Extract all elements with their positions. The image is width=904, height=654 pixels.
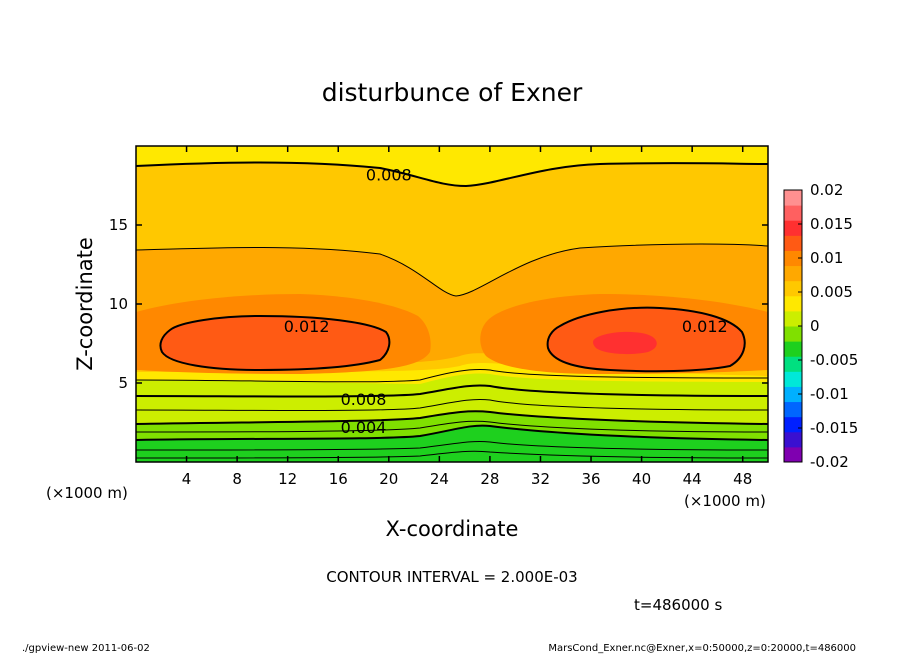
contour-line-005 (136, 420, 768, 433)
colorbar: 0.02 0.015 0.01 0.005 0 -0.005 -0.01 -0.015 -0.0… (783, 181, 858, 471)
fill-band-0014-left (160, 316, 390, 370)
contour-lines (136, 161, 768, 459)
time-label: t=486000 s (634, 596, 722, 614)
colorbar-tick-label: -0.01 (810, 385, 849, 403)
y-tick-label: 10 (109, 295, 128, 313)
colorbar-swatch (784, 265, 802, 282)
x-tick-label: 48 (733, 470, 752, 488)
contour-line-002 (136, 450, 768, 459)
colorbar-tick-label: -0.02 (810, 453, 849, 471)
contour-line-009 (136, 243, 768, 297)
contour-line-012-left (159, 314, 391, 372)
colorbar-swatch (784, 431, 802, 448)
colorbar-tick-label: 0 (810, 317, 820, 335)
contour-label: 0.008 (341, 390, 387, 409)
contour-line-009-low (136, 369, 768, 383)
contour-line-008-low (136, 384, 768, 398)
colorbar-swatch (784, 220, 802, 236)
colorbar-swatch (784, 401, 802, 418)
colorbar-tick-label: -0.005 (810, 351, 858, 369)
x-tick-label: 32 (531, 470, 550, 488)
x-unit-label-right: (×1000 m) (684, 492, 766, 510)
x-tick-label: 4 (182, 470, 192, 488)
y-axis-title: Z-coordinate (73, 237, 97, 371)
contour-line-012-right (546, 306, 746, 373)
x-axis-title: X-coordinate (386, 517, 519, 541)
x-tick-label: 40 (632, 470, 651, 488)
x-tick-label: 8 (232, 470, 242, 488)
colorbar-swatch (784, 386, 802, 403)
contour-interval-note: CONTOUR INTERVAL = 2.000E-03 (326, 568, 577, 586)
colorbar-swatch (784, 341, 802, 357)
colorbar-swatch (784, 235, 802, 251)
contour-line-008-top (136, 161, 768, 188)
contour-line-004 (136, 424, 768, 441)
colorbar-swatch (784, 356, 802, 372)
colorbar-swatch (784, 250, 802, 267)
x-tick-label: 16 (329, 470, 348, 488)
colorbar-tick-label: 0.015 (810, 215, 853, 233)
colorbar-swatch (784, 190, 802, 206)
x-tick-label: 44 (683, 470, 702, 488)
chart-title: disturbunce of Exner (322, 78, 583, 107)
y-tick-label: 5 (118, 374, 128, 392)
colorbar-swatch (784, 310, 802, 327)
contour-label: 0.004 (341, 418, 387, 437)
colorbar-tick-label: 0.005 (810, 283, 853, 301)
x-axis: 4 8 12 16 20 24 28 32 36 40 44 48 (182, 146, 752, 488)
colorbar-swatch (784, 280, 802, 297)
x-tick-label: 24 (430, 470, 449, 488)
x-tick-label: 20 (379, 470, 398, 488)
x-tick-label: 28 (480, 470, 499, 488)
colorbar-swatch (784, 295, 802, 312)
footer-left: ./gpview-new 2011-06-02 (22, 643, 150, 654)
colorbar-swatch (784, 416, 802, 433)
colorbar-swatch (784, 446, 802, 463)
contour-label: 0.012 (284, 317, 330, 336)
contour-labels: 0.008 0.012 0.012 0.008 0.004 (284, 165, 728, 437)
contour-label: 0.012 (682, 317, 728, 336)
colorbar-tick-label: 0.02 (810, 181, 843, 199)
colorbar-swatch (784, 205, 802, 221)
y-tick-label: 15 (109, 216, 128, 234)
footer-right: MarsCond_Exner.nc@Exner,x=0:50000,z=0:20… (548, 643, 856, 654)
contour-line-003 (136, 440, 768, 451)
colorbar-tick-label: 0.01 (810, 249, 843, 267)
x-tick-label: 36 (581, 470, 600, 488)
x-unit-label-left: (×1000 m) (46, 484, 128, 502)
fill-band-0016 (593, 331, 657, 355)
y-axis: 5 10 15 (109, 216, 768, 392)
colorbar-swatch (784, 326, 802, 342)
contour-line-007 (136, 399, 768, 411)
x-tick-label: 12 (278, 470, 297, 488)
colorbar-tick-label: -0.015 (810, 419, 858, 437)
contour-label: 0.008 (366, 165, 412, 184)
contour-line-006 (136, 410, 768, 425)
plot-area (136, 146, 768, 462)
colorbar-swatch (784, 371, 802, 387)
